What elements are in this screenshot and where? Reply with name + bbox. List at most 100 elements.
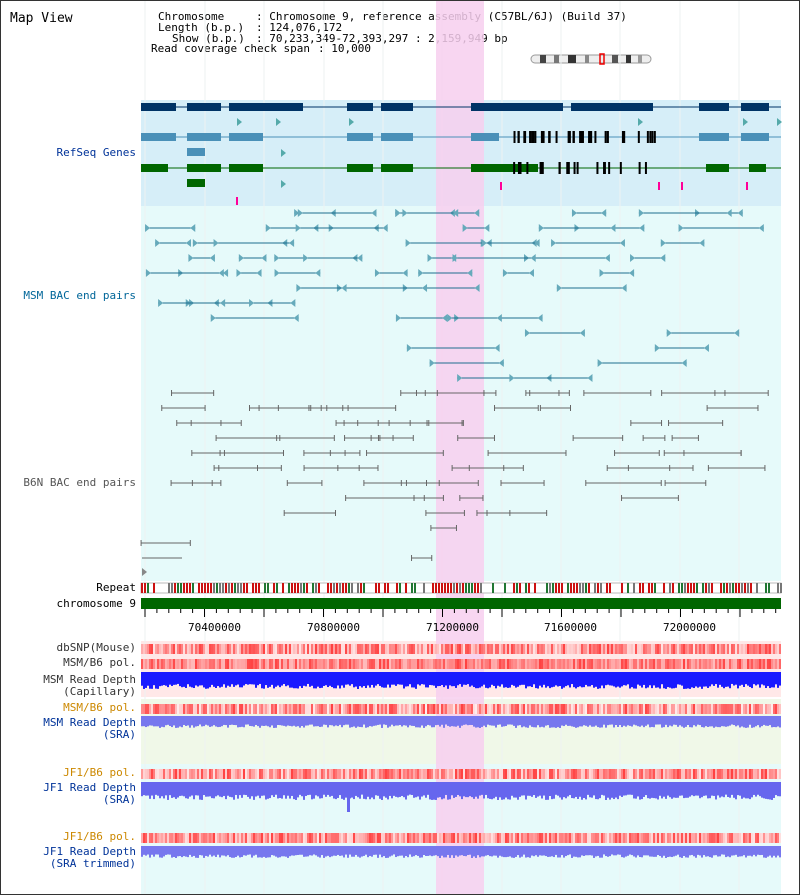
refseq-label[interactable]: RefSeq Genes [56, 146, 136, 159]
b6n-bac-label[interactable]: B6N BAC end pairs [23, 476, 136, 489]
depth-bar [185, 672, 187, 688]
depth-bar [243, 716, 245, 728]
heat-cell [663, 769, 665, 779]
depth-bar [185, 716, 187, 726]
highlight-region[interactable] [436, 1, 484, 894]
repeat-mark [447, 583, 449, 593]
heat-cell [505, 704, 507, 714]
heat-cell [697, 704, 699, 714]
depth-bar [467, 672, 469, 685]
depth-bar [753, 672, 755, 685]
depth-bar [759, 782, 761, 797]
msm-bac-end [737, 209, 743, 217]
depth-bar [563, 672, 565, 688]
heat-cell [389, 833, 391, 843]
heat-cell [327, 769, 329, 779]
depth-bar [635, 672, 637, 689]
heat-cell [429, 769, 431, 779]
depth-bar [219, 716, 221, 727]
depth-bar [583, 672, 585, 688]
msm-pol-sra-label: MSM/B6 pol. [63, 701, 136, 714]
exon-tick [531, 131, 534, 143]
heat-cell [355, 644, 357, 654]
depth-bar [243, 846, 245, 856]
depth-bar [675, 846, 677, 856]
depth-bar [223, 716, 225, 725]
depth-bar [199, 716, 201, 725]
heat-cell [309, 769, 311, 779]
heat-cell [171, 769, 173, 779]
depth-bar [495, 782, 497, 797]
heat-cell [369, 644, 371, 654]
heat-cell [293, 644, 295, 654]
heat-cell [241, 833, 243, 843]
depth-bar [497, 716, 499, 725]
heat-cell [333, 644, 335, 654]
heat-cell [407, 833, 409, 843]
heat-cell [717, 833, 719, 843]
heat-cell [689, 833, 691, 843]
depth-bar [611, 782, 613, 798]
heat-cell [777, 644, 779, 654]
repeat-mark [723, 583, 725, 593]
heat-cell [329, 659, 331, 669]
depth-bar [313, 846, 315, 855]
depth-bar [171, 672, 173, 686]
heat-cell [747, 833, 749, 843]
heat-cell [565, 833, 567, 843]
depth-bar [439, 782, 441, 798]
depth-bar [573, 672, 575, 688]
depth-bar [345, 782, 347, 798]
depth-bar [601, 846, 603, 858]
heat-cell [197, 659, 199, 669]
depth-bar [731, 782, 733, 795]
repeat-mark [582, 583, 584, 593]
heat-cell [537, 833, 539, 843]
depth-bar [641, 672, 643, 688]
depth-bar [239, 672, 241, 688]
depth-bar [667, 672, 669, 688]
msm-bac-end [303, 254, 309, 262]
heat-cell [411, 833, 413, 843]
depth-bar [599, 846, 601, 858]
depth-bar [171, 716, 173, 728]
depth-bar [495, 672, 497, 689]
heat-cell [455, 769, 457, 779]
depth-bar [755, 716, 757, 727]
depth-bar [723, 846, 725, 855]
heat-cell [307, 833, 309, 843]
heat-cell [195, 769, 197, 779]
heat-cell [483, 704, 485, 714]
heat-cell [561, 769, 563, 779]
depth-bar [403, 782, 405, 798]
heat-cell [349, 704, 351, 714]
depth-bar [439, 846, 441, 858]
depth-bar [603, 846, 605, 855]
depth-bar [327, 782, 329, 795]
depth-bar [215, 846, 217, 857]
depth-bar [701, 672, 703, 689]
depth-bar [667, 782, 669, 796]
msm-bac-label[interactable]: MSM BAC end pairs [23, 289, 136, 302]
heat-cell [713, 769, 715, 779]
heat-cell [377, 769, 379, 779]
heat-cell [419, 769, 421, 779]
heat-cell [689, 659, 691, 669]
heat-cell [653, 644, 655, 654]
depth-bar [703, 846, 705, 856]
span-label: Read coverage check span [151, 42, 310, 55]
depth-bar [769, 782, 771, 800]
msm-bac-end [601, 209, 607, 217]
heat-cell [779, 644, 781, 654]
heat-cell [487, 644, 489, 654]
heat-cell [225, 704, 227, 714]
depth-bar [717, 782, 719, 796]
heat-cell [501, 769, 503, 779]
heat-cell [755, 704, 757, 714]
heat-cell [401, 659, 403, 669]
heat-cell [301, 769, 303, 779]
heat-cell [269, 644, 271, 654]
heat-cell [249, 769, 251, 779]
heat-cell [779, 833, 781, 843]
heat-cell [153, 704, 155, 714]
